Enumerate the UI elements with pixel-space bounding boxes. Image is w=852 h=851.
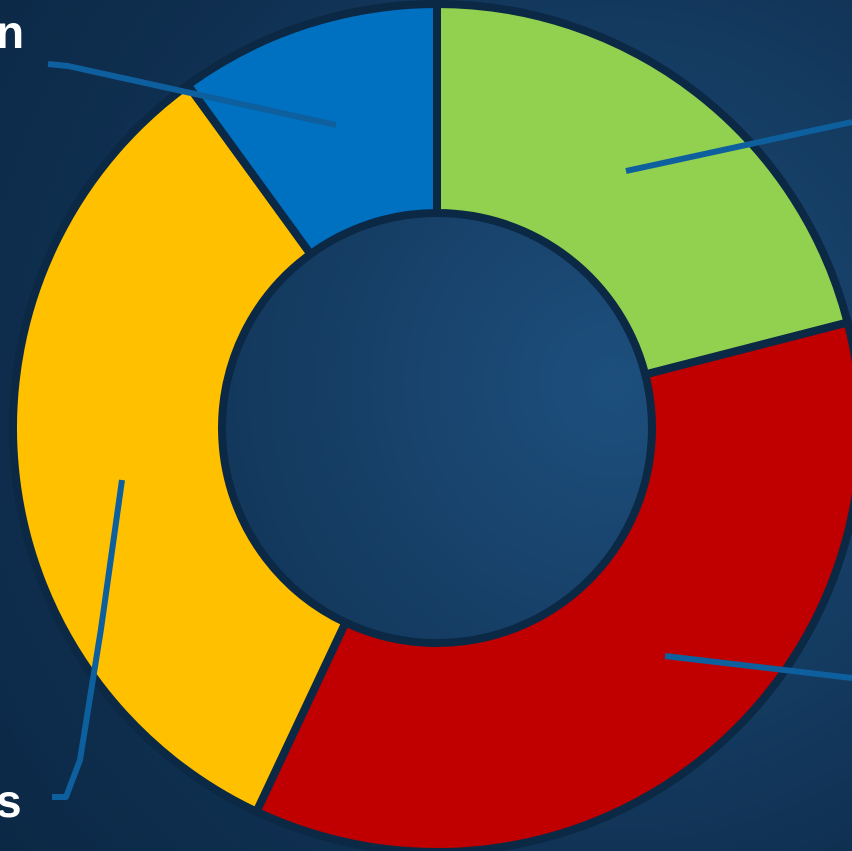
leader-line-4 <box>47 61 337 128</box>
leader-line-2 <box>664 653 852 681</box>
slice-label-fragment-s: s <box>0 775 22 827</box>
leader-line-1 <box>625 119 852 174</box>
donut-slice-4 <box>182 0 441 260</box>
donut-slice-1 <box>433 0 852 380</box>
donut-slices <box>9 0 852 851</box>
donut-slice-2 <box>251 317 852 851</box>
leader-lines <box>47 61 852 800</box>
slice-label-fragment-n: n <box>0 6 24 58</box>
donut-slice-3 <box>9 79 351 817</box>
leader-line-3 <box>52 479 125 800</box>
